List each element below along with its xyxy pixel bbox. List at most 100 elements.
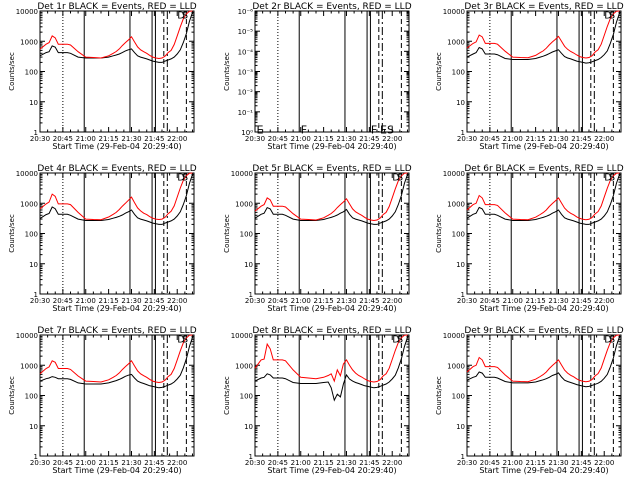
panel-title: Det 7r BLACK = Events, RED = LLD: [37, 326, 196, 336]
x-axis-label: Start Time (29-Feb-04 20:29:40): [479, 466, 608, 475]
y-tick-label: 10⁰: [241, 129, 253, 137]
y-tick-label: 1: [461, 291, 465, 299]
annotation-label: D: [604, 173, 612, 184]
x-tick-label: 20:45: [53, 297, 73, 305]
x-tick-label: 21:45: [359, 297, 379, 305]
series-events-line: [39, 12, 193, 63]
series-events-line: [466, 174, 620, 225]
y-tick-label: 10: [456, 99, 465, 107]
panel-title: Det 2r BLACK = Events, RED = LLD: [252, 2, 411, 12]
x-axis-label: Start Time (29-Feb-04 20:29:40): [52, 304, 181, 313]
x-tick-label: 21:30: [548, 459, 568, 467]
x-tick-label: 21:15: [526, 459, 546, 467]
y-tick-label: 10: [29, 423, 38, 431]
y-tick-label: 100: [240, 393, 253, 401]
annotation-label: S: [609, 11, 615, 22]
x-tick-label: 21:45: [144, 297, 164, 305]
annotation-label: E: [257, 124, 264, 137]
y-tick-label: 10: [456, 261, 465, 269]
x-tick-label: 21:15: [526, 135, 546, 143]
y-tick-label: 10000: [16, 8, 38, 16]
annotation-label: S: [609, 335, 615, 346]
x-tick-label: 21:00: [76, 297, 96, 305]
x-axis-label: Start Time (29-Feb-04 20:29:40): [479, 142, 608, 151]
x-tick-label: 21:30: [548, 135, 568, 143]
y-tick-label: 100: [452, 69, 465, 77]
x-axis-label: Start Time (29-Feb-04 20:29:40): [267, 304, 396, 313]
annotation-label: F: [301, 124, 307, 137]
annotation-label: S: [182, 335, 188, 346]
series-lld-line: [254, 334, 408, 383]
x-tick-label: 21:00: [503, 459, 523, 467]
x-tick-label: 20:45: [268, 135, 288, 143]
x-tick-label: 21:30: [121, 297, 141, 305]
annotation-label: D: [177, 335, 185, 346]
x-axis-label: Start Time (29-Feb-04 20:29:40): [52, 142, 181, 151]
annotation-label: S: [182, 11, 188, 22]
series-lld-line: [39, 10, 193, 60]
y-tick-label: 1000: [20, 362, 38, 370]
y-tick-label: 10⁻²: [238, 89, 254, 97]
y-axis-label: Counts/sec: [435, 52, 443, 91]
y-tick-label: 1000: [235, 200, 253, 208]
y-tick-label: 1000: [20, 38, 38, 46]
panel-title: Det 8r BLACK = Events, RED = LLD: [252, 326, 411, 336]
x-tick-label: 20:30: [30, 135, 50, 143]
y-tick-label: 1: [34, 291, 38, 299]
y-tick-label: 10: [456, 423, 465, 431]
panel-5: Det 5r BLACK = Events, RED = LLD 1 10 100 10…: [223, 164, 412, 313]
y-tick-label: 100: [452, 231, 465, 239]
y-tick-label: 1: [461, 453, 465, 461]
y-tick-label: 10: [29, 261, 38, 269]
y-tick-label: 1: [249, 453, 253, 461]
y-tick-label: 10000: [16, 170, 38, 178]
annotation-label: D: [604, 11, 612, 22]
x-tick-label: 22:00: [594, 297, 614, 305]
x-tick-label: 20:45: [268, 297, 288, 305]
series-lld-line: [466, 10, 620, 59]
y-tick-label: 1000: [447, 200, 465, 208]
panel-title: Det 9r BLACK = Events, RED = LLD: [464, 326, 623, 336]
panel-7: Det 7r BLACK = Events, RED = LLD 1 10 100 10…: [8, 326, 197, 475]
x-tick-label: 21:45: [571, 297, 591, 305]
series-events-line: [39, 337, 193, 389]
panel-4: Det 4r BLACK = Events, RED = LLD 1 10 100 10…: [8, 164, 197, 313]
x-tick-label: 20:30: [30, 459, 50, 467]
x-tick-label: 21:15: [99, 297, 119, 305]
x-tick-label: 20:30: [245, 297, 265, 305]
series-lld-line: [39, 172, 193, 221]
x-tick-label: 20:45: [53, 459, 73, 467]
x-tick-label: 21:45: [359, 135, 379, 143]
series-lld-line: [466, 172, 620, 221]
y-tick-label: 1: [34, 129, 38, 137]
y-tick-label: 10000: [231, 332, 253, 340]
y-tick-label: 1: [461, 129, 465, 137]
x-axis-label: Start Time (29-Feb-04 20:29:40): [267, 142, 396, 151]
y-tick-label: 1: [249, 291, 253, 299]
x-tick-label: 21:15: [526, 297, 546, 305]
panel-1: Det 1r BLACK = Events, RED = LLD 1 10 100 10…: [8, 2, 197, 151]
y-tick-label: 10⁻¹: [238, 109, 254, 117]
x-tick-label: 21:00: [503, 135, 523, 143]
annotation-label: D: [392, 335, 400, 346]
x-axis-label: Start Time (29-Feb-04 20:29:40): [52, 466, 181, 475]
panel-title: Det 1r BLACK = Events, RED = LLD: [37, 2, 196, 12]
y-axis-label: Counts/sec: [8, 52, 16, 91]
y-tick-label: 10000: [443, 170, 465, 178]
x-tick-label: 20:45: [480, 459, 500, 467]
x-tick-label: 22:00: [382, 297, 402, 305]
annotation-label: S: [397, 335, 403, 346]
x-tick-label: 22:00: [167, 135, 187, 143]
x-tick-label: 22:00: [382, 135, 402, 143]
y-axis-label: Counts/sec: [435, 214, 443, 253]
x-tick-label: 20:30: [245, 459, 265, 467]
y-tick-label: 1: [34, 453, 38, 461]
x-tick-label: 21:00: [503, 297, 523, 305]
annotation-label: S: [609, 173, 615, 184]
annotation-label: ES: [380, 124, 394, 137]
series-events-line: [254, 174, 408, 225]
y-tick-label: 10: [244, 261, 253, 269]
x-tick-label: 20:30: [457, 297, 477, 305]
y-tick-label: 10⁻⁶: [238, 8, 254, 16]
